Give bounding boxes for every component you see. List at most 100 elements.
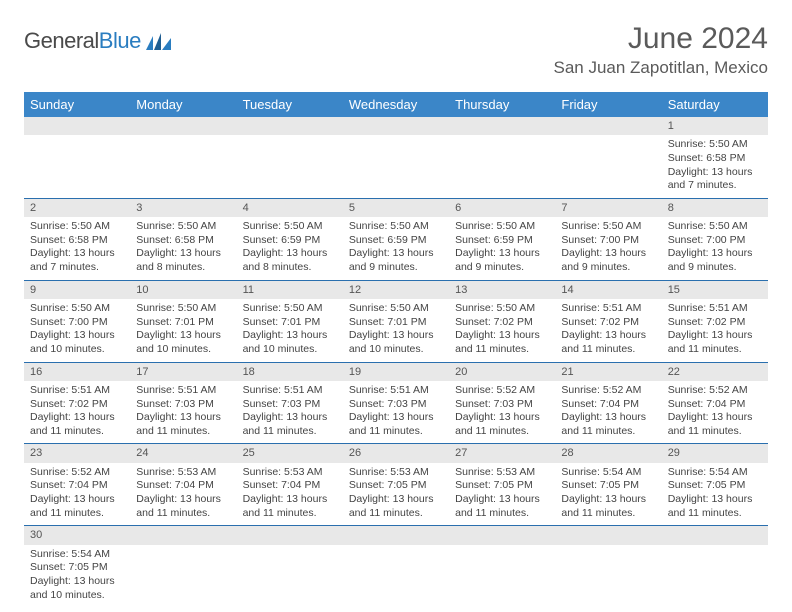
day-line: Sunrise: 5:51 AM xyxy=(668,302,762,316)
day-line: Sunrise: 5:51 AM xyxy=(561,302,655,316)
day-number: 14 xyxy=(555,281,661,299)
day-body: Sunrise: 5:50 AMSunset: 6:58 PMDaylight:… xyxy=(24,217,130,280)
day-body: Sunrise: 5:50 AMSunset: 7:01 PMDaylight:… xyxy=(343,299,449,362)
calendar-cell: 15Sunrise: 5:51 AMSunset: 7:02 PMDayligh… xyxy=(662,280,768,362)
day-line: and 10 minutes. xyxy=(136,343,230,357)
day-line: Sunset: 7:03 PM xyxy=(243,398,337,412)
day-line: Sunrise: 5:54 AM xyxy=(668,466,762,480)
day-number: 21 xyxy=(555,363,661,381)
day-number: 18 xyxy=(237,363,343,381)
day-number: 6 xyxy=(449,199,555,217)
day-line: Sunset: 7:05 PM xyxy=(668,479,762,493)
calendar-cell: 12Sunrise: 5:50 AMSunset: 7:01 PMDayligh… xyxy=(343,280,449,362)
day-line: and 11 minutes. xyxy=(561,507,655,521)
day-line: and 10 minutes. xyxy=(30,343,124,357)
day-line: Sunrise: 5:50 AM xyxy=(668,138,762,152)
day-line: Sunset: 7:02 PM xyxy=(455,316,549,330)
day-number: 12 xyxy=(343,281,449,299)
day-line: Sunrise: 5:50 AM xyxy=(243,220,337,234)
day-line: Sunrise: 5:52 AM xyxy=(561,384,655,398)
day-line: Sunrise: 5:53 AM xyxy=(136,466,230,480)
calendar-cell xyxy=(555,526,661,607)
day-number: 11 xyxy=(237,281,343,299)
calendar-cell xyxy=(449,526,555,607)
day-line: Daylight: 13 hours xyxy=(136,329,230,343)
day-line: Daylight: 13 hours xyxy=(668,166,762,180)
calendar-cell xyxy=(24,117,130,198)
day-number: 1 xyxy=(662,117,768,135)
day-number: 15 xyxy=(662,281,768,299)
day-body xyxy=(343,545,449,597)
day-body: Sunrise: 5:50 AMSunset: 7:02 PMDaylight:… xyxy=(449,299,555,362)
calendar-cell: 5Sunrise: 5:50 AMSunset: 6:59 PMDaylight… xyxy=(343,198,449,280)
calendar-cell: 18Sunrise: 5:51 AMSunset: 7:03 PMDayligh… xyxy=(237,362,343,444)
day-body xyxy=(130,135,236,187)
day-line: Sunset: 7:03 PM xyxy=(455,398,549,412)
day-body xyxy=(662,545,768,597)
day-line: Daylight: 13 hours xyxy=(349,247,443,261)
day-body: Sunrise: 5:53 AMSunset: 7:05 PMDaylight:… xyxy=(343,463,449,526)
day-line: and 11 minutes. xyxy=(561,343,655,357)
day-body xyxy=(24,135,130,187)
calendar-cell: 13Sunrise: 5:50 AMSunset: 7:02 PMDayligh… xyxy=(449,280,555,362)
calendar-cell: 3Sunrise: 5:50 AMSunset: 6:58 PMDaylight… xyxy=(130,198,236,280)
day-body: Sunrise: 5:50 AMSunset: 7:00 PMDaylight:… xyxy=(24,299,130,362)
logo-word2: Blue xyxy=(99,28,141,53)
day-line: and 11 minutes. xyxy=(668,507,762,521)
calendar-cell: 23Sunrise: 5:52 AMSunset: 7:04 PMDayligh… xyxy=(24,444,130,526)
day-line: Daylight: 13 hours xyxy=(30,411,124,425)
day-line: Daylight: 13 hours xyxy=(561,247,655,261)
day-line: Daylight: 13 hours xyxy=(455,493,549,507)
day-line: and 11 minutes. xyxy=(136,425,230,439)
day-body: Sunrise: 5:52 AMSunset: 7:04 PMDaylight:… xyxy=(555,381,661,444)
day-line: and 11 minutes. xyxy=(561,425,655,439)
calendar-cell: 16Sunrise: 5:51 AMSunset: 7:02 PMDayligh… xyxy=(24,362,130,444)
day-line: and 8 minutes. xyxy=(136,261,230,275)
day-line: and 11 minutes. xyxy=(30,507,124,521)
day-body: Sunrise: 5:53 AMSunset: 7:04 PMDaylight:… xyxy=(237,463,343,526)
day-line: Sunset: 6:58 PM xyxy=(30,234,124,248)
day-body xyxy=(343,135,449,187)
day-line: and 11 minutes. xyxy=(136,507,230,521)
weekday-header: Saturday xyxy=(662,92,768,117)
day-line: Sunrise: 5:51 AM xyxy=(136,384,230,398)
day-body: Sunrise: 5:52 AMSunset: 7:03 PMDaylight:… xyxy=(449,381,555,444)
day-line: Daylight: 13 hours xyxy=(561,493,655,507)
day-line: Sunrise: 5:51 AM xyxy=(349,384,443,398)
header: GeneralBlue June 2024 San Juan Zapotitla… xyxy=(24,22,768,78)
day-line: Sunrise: 5:53 AM xyxy=(243,466,337,480)
calendar-cell xyxy=(130,117,236,198)
logo-word1: General xyxy=(24,28,99,53)
day-line: Daylight: 13 hours xyxy=(30,247,124,261)
day-line: and 8 minutes. xyxy=(243,261,337,275)
calendar-cell: 2Sunrise: 5:50 AMSunset: 6:58 PMDaylight… xyxy=(24,198,130,280)
day-number xyxy=(130,117,236,135)
day-line: Daylight: 13 hours xyxy=(136,493,230,507)
calendar-cell xyxy=(130,526,236,607)
logo: GeneralBlue xyxy=(24,28,173,54)
day-body xyxy=(555,545,661,597)
day-line: Sunset: 7:03 PM xyxy=(136,398,230,412)
day-line: Daylight: 13 hours xyxy=(243,493,337,507)
day-number xyxy=(555,117,661,135)
day-line: and 11 minutes. xyxy=(30,425,124,439)
day-line: and 11 minutes. xyxy=(455,425,549,439)
day-body: Sunrise: 5:50 AMSunset: 7:00 PMDaylight:… xyxy=(555,217,661,280)
day-line: Daylight: 13 hours xyxy=(243,247,337,261)
calendar-cell: 1Sunrise: 5:50 AMSunset: 6:58 PMDaylight… xyxy=(662,117,768,198)
day-body: Sunrise: 5:54 AMSunset: 7:05 PMDaylight:… xyxy=(555,463,661,526)
day-line: Sunrise: 5:50 AM xyxy=(668,220,762,234)
day-number xyxy=(237,526,343,544)
day-line: and 11 minutes. xyxy=(349,507,443,521)
day-line: Sunrise: 5:51 AM xyxy=(30,384,124,398)
day-number: 24 xyxy=(130,444,236,462)
day-body: Sunrise: 5:50 AMSunset: 6:58 PMDaylight:… xyxy=(130,217,236,280)
day-number xyxy=(555,526,661,544)
day-line: and 10 minutes. xyxy=(243,343,337,357)
day-line: and 10 minutes. xyxy=(349,343,443,357)
day-line: Sunrise: 5:50 AM xyxy=(243,302,337,316)
day-line: Sunrise: 5:50 AM xyxy=(30,302,124,316)
day-line: Sunset: 7:04 PM xyxy=(136,479,230,493)
calendar-cell: 11Sunrise: 5:50 AMSunset: 7:01 PMDayligh… xyxy=(237,280,343,362)
month-title: June 2024 xyxy=(553,22,768,56)
